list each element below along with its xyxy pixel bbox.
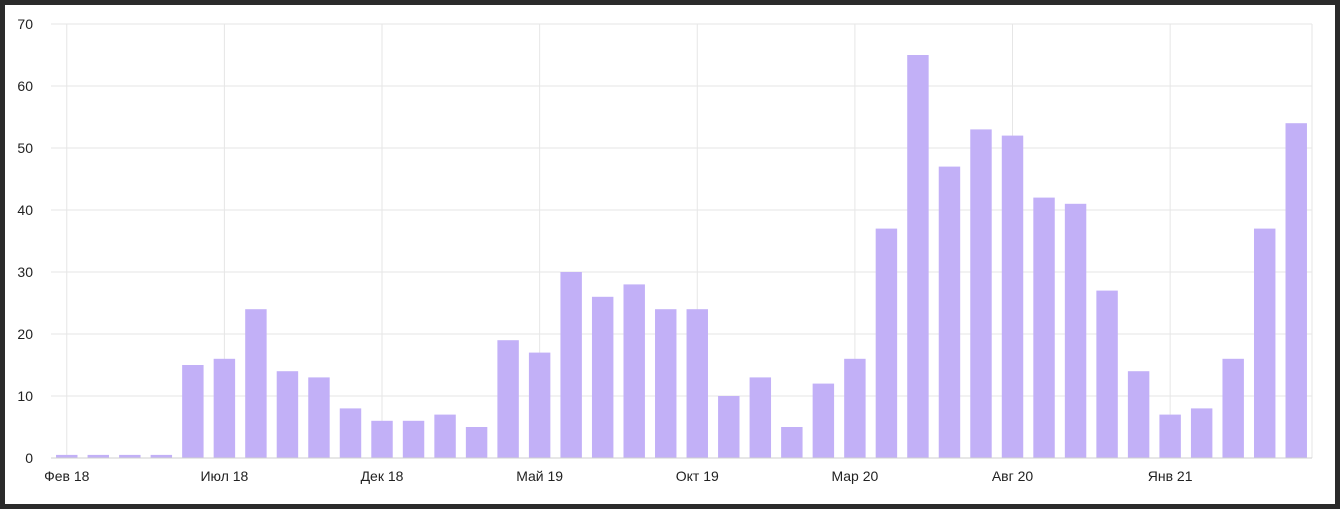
y-tick-label: 20: [17, 326, 33, 342]
y-tick-label: 50: [17, 140, 33, 156]
x-axis-ticks: Фев 18 Июл 18 Дек 18 Май 19 Окт 19 Мар 20 Авг …: [44, 468, 1193, 484]
bar: [182, 365, 204, 458]
bar: [87, 454, 110, 458]
bar: [718, 396, 740, 458]
bar: [1190, 408, 1213, 458]
x-tick-label: Дек 18: [361, 468, 404, 484]
bar: [213, 358, 236, 458]
bar: [56, 454, 78, 458]
grid-lines: [51, 23, 1313, 459]
bar: [150, 454, 173, 458]
bar: [1159, 414, 1181, 458]
bar: [686, 309, 708, 458]
bar: [938, 166, 961, 458]
bar: [1064, 203, 1087, 458]
bar: [276, 371, 299, 458]
bar-chart: 0 10 20 30 40 50 60 70 Фев 18 Июл 18 Дек 18 Май 19…: [17, 16, 1313, 484]
x-tick-label: Авг 20: [992, 468, 1034, 484]
y-tick-label: 0: [25, 450, 33, 466]
bar: [781, 427, 803, 458]
y-axis-ticks: 0 10 20 30 40 50 60 70: [17, 16, 33, 466]
bar: [339, 408, 362, 458]
bar: [875, 228, 898, 458]
bar: [749, 377, 772, 458]
y-tick-label: 30: [17, 264, 33, 280]
bar: [245, 309, 267, 458]
y-tick-label: 70: [17, 16, 33, 32]
bar: [402, 420, 425, 458]
bar: [844, 358, 866, 458]
bar: [560, 272, 582, 458]
bar: [308, 377, 330, 458]
bar: [812, 383, 835, 458]
x-tick-label: Мар 20: [831, 468, 878, 484]
bars: [56, 55, 1307, 458]
bar: [1253, 228, 1276, 458]
bar: [970, 129, 992, 458]
bar: [1222, 358, 1244, 458]
bar: [1127, 371, 1150, 458]
bar: [591, 296, 614, 458]
chart-frame: 0 10 20 30 40 50 60 70 Фев 18 Июл 18 Дек 18 Май 19…: [5, 5, 1335, 504]
bar: [497, 340, 519, 458]
x-tick-label: Июл 18: [200, 468, 248, 484]
bar: [1285, 123, 1307, 458]
bar: [528, 352, 551, 458]
x-tick-label: Окт 19: [676, 468, 719, 484]
x-tick-label: Май 19: [516, 468, 563, 484]
y-tick-label: 60: [17, 78, 33, 94]
y-tick-label: 40: [17, 202, 33, 218]
bar: [655, 309, 677, 458]
bar: [434, 414, 456, 458]
x-tick-label: Фев 18: [44, 468, 90, 484]
bar: [907, 55, 929, 458]
bar: [1033, 197, 1055, 458]
bar: [623, 284, 645, 458]
bar: [1001, 135, 1024, 458]
bar: [1096, 290, 1118, 458]
bar: [465, 427, 488, 458]
y-tick-label: 10: [17, 388, 33, 404]
bar: [119, 454, 141, 458]
bar: [371, 420, 393, 458]
x-tick-label: Янв 21: [1148, 468, 1193, 484]
